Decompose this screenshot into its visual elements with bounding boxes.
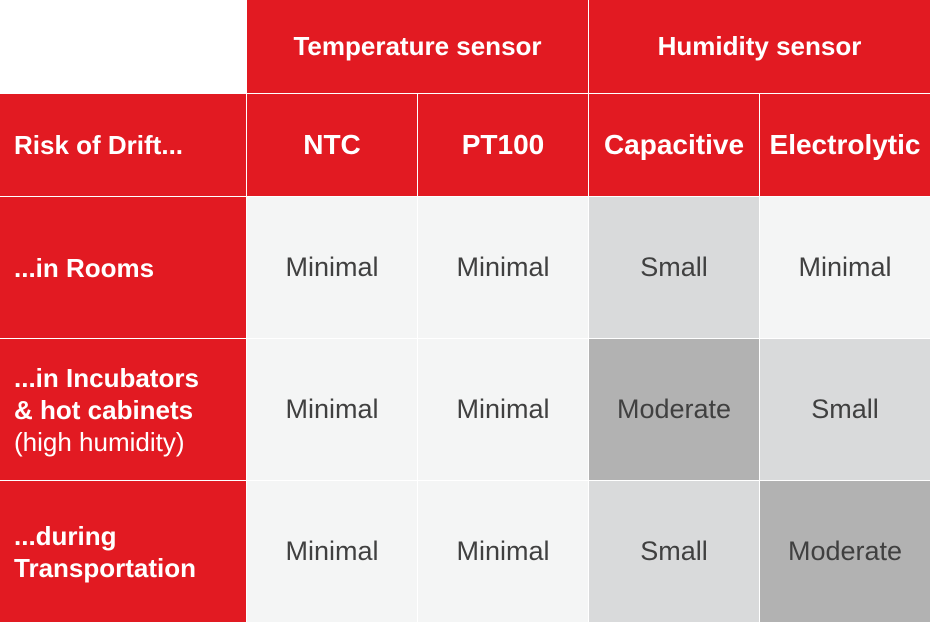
row-header-incubators: ...in Incubators & hot cabinets (high hu…	[0, 339, 246, 480]
row-label: ...during	[14, 520, 117, 551]
row-label: & hot cabinets	[14, 394, 194, 425]
row-label: ...in Rooms	[14, 252, 155, 283]
table-cell: Minimal	[247, 481, 417, 622]
table-cell: Minimal	[247, 339, 417, 480]
corner-empty-cell	[0, 0, 246, 93]
column-header-electrolytic: Electrolytic	[760, 94, 930, 196]
row-label-note: (high humidity)	[14, 426, 185, 457]
group-header-temperature: Temperature sensor	[247, 0, 588, 93]
table-cell: Moderate	[589, 339, 759, 480]
table-cell: Small	[760, 339, 930, 480]
corner-label: Risk of Drift...	[0, 94, 246, 196]
column-header-ntc: NTC	[247, 94, 417, 196]
row-label: Transportation	[14, 552, 197, 583]
table-cell: Small	[589, 197, 759, 338]
table-cell: Small	[589, 481, 759, 622]
table-cell: Minimal	[247, 197, 417, 338]
table-cell: Minimal	[760, 197, 930, 338]
table-cell: Moderate	[760, 481, 930, 622]
table-cell: Minimal	[418, 339, 588, 480]
table-cell: Minimal	[418, 481, 588, 622]
row-header-rooms: ...in Rooms	[0, 197, 246, 338]
group-header-humidity: Humidity sensor	[589, 0, 930, 93]
row-header-transportation: ...during Transportation	[0, 481, 246, 622]
column-header-capacitive: Capacitive	[589, 94, 759, 196]
table-cell: Minimal	[418, 197, 588, 338]
column-header-pt100: PT100	[418, 94, 588, 196]
row-label: ...in Incubators	[14, 362, 199, 393]
